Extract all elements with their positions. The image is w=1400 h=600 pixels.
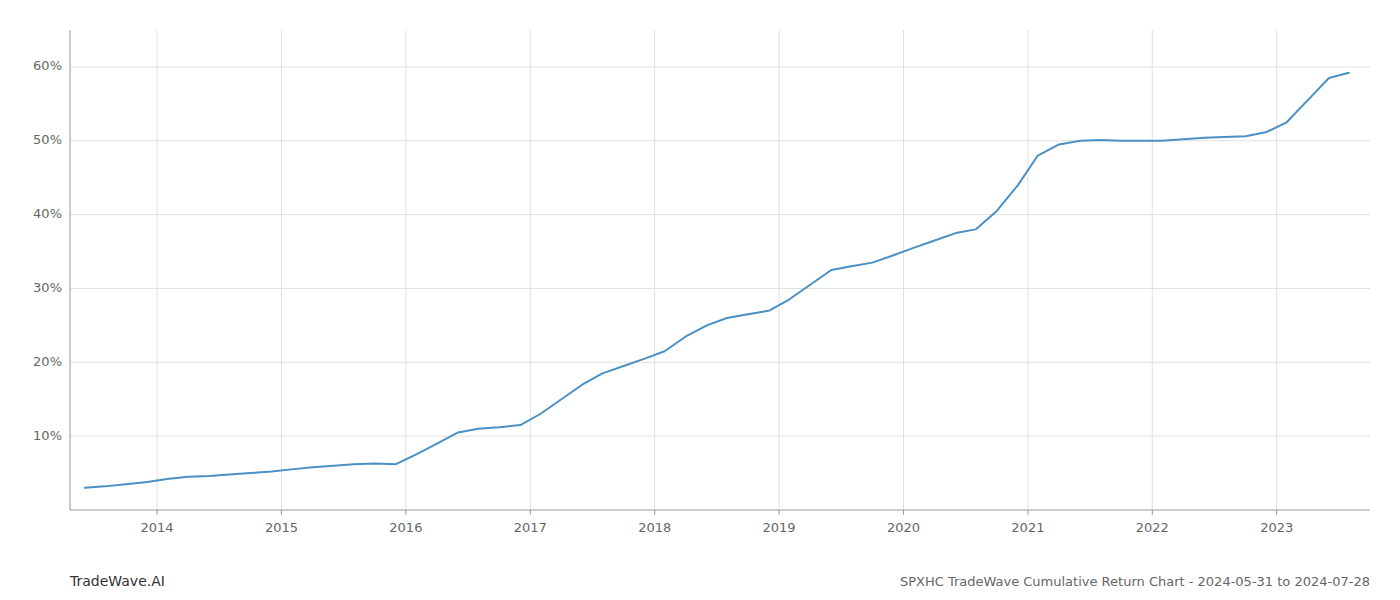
x-tick-mark — [654, 510, 655, 515]
x-tick-mark — [1027, 510, 1028, 515]
y-grid-line — [70, 66, 1370, 67]
y-grid-line — [70, 436, 1370, 437]
x-grid-line — [157, 30, 158, 510]
x-tick-label: 2018 — [638, 520, 671, 535]
plot-area — [85, 73, 1349, 488]
y-tick-label: 60% — [33, 58, 62, 73]
x-tick-mark — [530, 510, 531, 515]
y-tick-label: 20% — [33, 354, 62, 369]
x-tick-label: 2014 — [141, 520, 174, 535]
x-tick-label: 2021 — [1011, 520, 1044, 535]
x-grid-line — [1276, 30, 1277, 510]
x-tick-label: 2015 — [265, 520, 298, 535]
x-grid-line — [903, 30, 904, 510]
x-grid-line — [405, 30, 406, 510]
x-tick-label: 2023 — [1260, 520, 1293, 535]
y-grid-line — [70, 288, 1370, 289]
x-tick-mark — [779, 510, 780, 515]
y-tick-label: 40% — [33, 206, 62, 221]
y-tick-label: 10% — [33, 428, 62, 443]
y-tick-label: 50% — [33, 132, 62, 147]
footer-left: TradeWave.AI — [69, 573, 165, 589]
x-grid-line — [281, 30, 282, 510]
y-tick-label: 30% — [33, 280, 62, 295]
y-grid-line — [70, 362, 1370, 363]
y-axis-line — [70, 30, 71, 510]
x-tick-mark — [903, 510, 904, 515]
x-tick-label: 2017 — [514, 520, 547, 535]
x-grid-line — [1027, 30, 1028, 510]
chart: 10% 20% 30% 40% 50% 60% 2014 2015 2016 2017 2018 20… — [0, 0, 1400, 600]
axes: 10% 20% 30% 40% 50% 60% 2014 2015 2016 2017 2018 20… — [33, 30, 1370, 535]
x-tick-label: 2022 — [1136, 520, 1169, 535]
x-grid-line — [1152, 30, 1153, 510]
x-tick-mark — [1276, 510, 1277, 515]
x-grid-line — [530, 30, 531, 510]
title: SPXHC TradeWave Cumulative Return Chart … — [900, 574, 1370, 589]
y-grid-line — [70, 214, 1370, 215]
x-tick-mark — [1152, 510, 1153, 515]
x-tick-label: 2019 — [763, 520, 796, 535]
x-tick-mark — [405, 510, 406, 515]
x-axis-line — [70, 510, 1370, 511]
x-grid-line — [654, 30, 655, 510]
x-grid-line — [779, 30, 780, 510]
grid — [70, 30, 1370, 510]
x-tick-label: 2016 — [389, 520, 422, 535]
line — [85, 73, 1349, 488]
x-tick-label: 2020 — [887, 520, 920, 535]
x-tick-mark — [157, 510, 158, 515]
x-tick-mark — [281, 510, 282, 515]
